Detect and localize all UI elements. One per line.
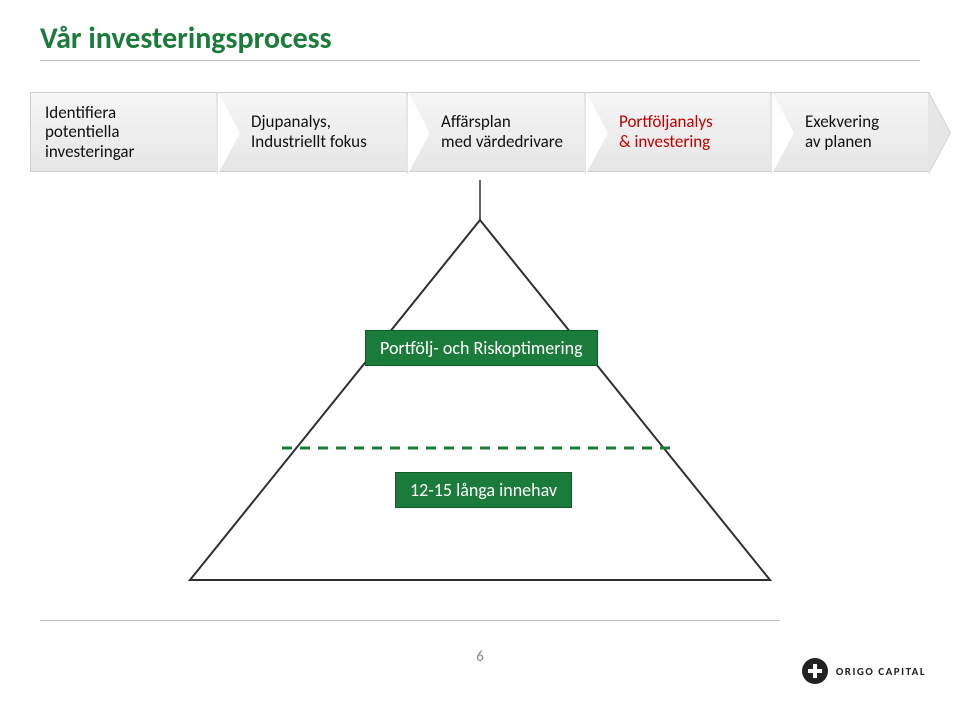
- process-step-line: potentiella: [45, 122, 217, 142]
- process-step-line: & investering: [619, 132, 771, 152]
- process-step-line: Industriellt fokus: [251, 132, 407, 152]
- process-step-3: Affärsplanmed värdedrivare: [408, 92, 586, 172]
- plus-icon: [802, 658, 828, 684]
- process-step-4: Portföljanalys& investering: [586, 92, 772, 172]
- logo-text: ORIGO CAPITAL: [836, 665, 926, 678]
- process-step-line: Djupanalys,: [251, 112, 407, 132]
- pyramid-box-lower: 12-15 långa innehav: [395, 472, 572, 508]
- process-step-2: Djupanalys,Industriellt fokus: [218, 92, 408, 172]
- process-step-line: Identifiera: [45, 103, 217, 123]
- process-step-line: av planen: [805, 132, 929, 152]
- process-step-line: investeringar: [45, 142, 217, 162]
- page-title: Vår investeringsprocess: [40, 20, 332, 57]
- process-step-line: Affärsplan: [441, 112, 585, 132]
- pyramid-diagram: Portfölj- och Riskoptimering 12-15 långa…: [0, 210, 960, 590]
- triangle-outline: [190, 220, 770, 580]
- logo: ORIGO CAPITAL: [802, 658, 926, 684]
- pyramid-svg: [160, 210, 800, 590]
- pyramid-box-upper: Portfölj- och Riskoptimering: [365, 330, 598, 366]
- footer-rule: [40, 620, 780, 621]
- process-step-line: med värdedrivare: [441, 132, 585, 152]
- process-row: IdentifierapotentiellainvesteringarDjupa…: [30, 92, 930, 172]
- process-step-line: Exekvering: [805, 112, 929, 132]
- title-rule: [40, 60, 920, 61]
- process-step-5: Exekveringav planen: [772, 92, 930, 172]
- process-step-1: Identifierapotentiellainvesteringar: [30, 92, 218, 172]
- process-step-line: Portföljanalys: [619, 112, 771, 132]
